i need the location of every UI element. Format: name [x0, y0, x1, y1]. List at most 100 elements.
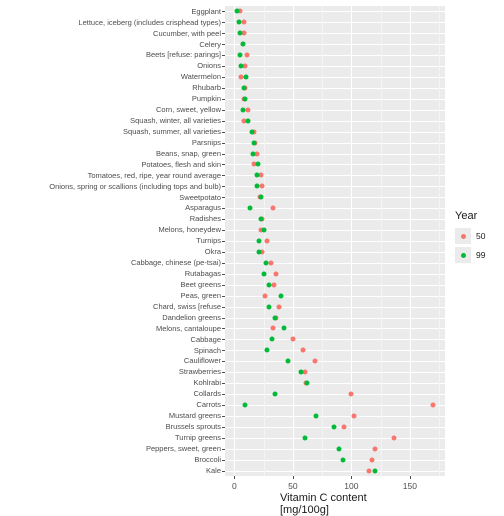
y-axis-label: Beets [refuse: parings] — [146, 51, 225, 59]
y-axis-label: Parsnips — [192, 139, 225, 147]
y-axis-label: Corn, sweet, yellow — [156, 106, 225, 114]
y-tick — [222, 252, 225, 253]
y-gridline — [225, 88, 445, 89]
y-axis-label: Kohlrabi — [193, 379, 225, 387]
x-gridline-minor — [322, 6, 323, 476]
data-point — [234, 9, 239, 14]
legend-dot — [461, 234, 466, 239]
y-tick — [222, 350, 225, 351]
data-point — [245, 53, 250, 58]
y-axis-label: Potatoes, flesh and skin — [141, 161, 225, 169]
y-axis-label: Radishes — [190, 215, 225, 223]
y-axis-label: Brussels sprouts — [166, 423, 225, 431]
y-gridline — [225, 99, 445, 100]
data-point — [251, 151, 256, 156]
data-point — [239, 64, 244, 69]
y-tick — [222, 372, 225, 373]
x-axis-title: Vitamin C content [mg/100g] — [280, 492, 390, 516]
x-gridline — [410, 6, 411, 476]
data-point — [269, 337, 274, 342]
data-point — [252, 140, 257, 145]
x-gridline — [234, 6, 235, 476]
y-tick — [222, 143, 225, 144]
y-tick — [222, 66, 225, 67]
data-point — [342, 424, 347, 429]
data-point — [267, 282, 272, 287]
y-tick — [222, 339, 225, 340]
y-axis-label: Mustard greens — [169, 412, 225, 420]
y-tick — [222, 328, 225, 329]
y-tick — [222, 175, 225, 176]
y-gridline — [225, 274, 445, 275]
y-gridline — [225, 296, 445, 297]
y-axis-label: Carrots — [196, 401, 225, 409]
x-gridline-minor — [381, 6, 382, 476]
data-point — [351, 413, 356, 418]
data-point — [370, 457, 375, 462]
legend-label: 50 — [476, 231, 485, 241]
data-point — [242, 402, 247, 407]
legend-item: 50 — [455, 228, 485, 244]
y-tick — [222, 219, 225, 220]
y-tick — [222, 154, 225, 155]
legend-dot — [461, 253, 466, 258]
y-tick — [222, 197, 225, 198]
y-axis-label: Spinach — [194, 347, 225, 355]
y-axis-label: Sweetpotato — [179, 194, 225, 202]
y-tick — [222, 208, 225, 209]
y-axis-label: Asparagus — [185, 204, 225, 212]
y-axis-label: Broccoli — [194, 456, 225, 464]
y-tick — [222, 164, 225, 165]
y-axis-label: Pumpkin — [192, 95, 225, 103]
data-point — [431, 402, 436, 407]
y-axis-label: Turnip greens — [175, 434, 225, 442]
y-axis-label: Tomatoes, red, ripe, year round average — [88, 172, 225, 180]
data-point — [313, 359, 318, 364]
data-point — [270, 326, 275, 331]
y-gridline — [225, 55, 445, 56]
data-point — [247, 206, 252, 211]
y-gridline — [225, 372, 445, 373]
y-axis-label: Turnips — [196, 237, 225, 245]
y-tick — [222, 263, 225, 264]
y-tick — [222, 361, 225, 362]
y-tick — [222, 11, 225, 12]
y-tick — [222, 274, 225, 275]
data-point — [259, 173, 264, 178]
data-point — [273, 392, 278, 397]
y-axis-label: Onions — [197, 62, 225, 70]
y-tick — [222, 33, 225, 34]
data-point — [279, 293, 284, 298]
y-tick — [222, 449, 225, 450]
y-gridline — [225, 449, 445, 450]
data-point — [391, 435, 396, 440]
x-axis-label: 50 — [288, 476, 297, 491]
x-axis-label: 100 — [344, 476, 358, 491]
y-gridline — [225, 11, 445, 12]
y-gridline — [225, 394, 445, 395]
y-gridline — [225, 110, 445, 111]
data-point — [366, 468, 371, 473]
y-tick — [222, 296, 225, 297]
y-axis-label: Collards — [193, 390, 225, 398]
y-axis-label: Onions, spring or scallions (including t… — [49, 183, 225, 191]
y-gridline — [225, 318, 445, 319]
data-point — [265, 348, 270, 353]
y-axis-label: Chard, swiss [refuse — [153, 303, 225, 311]
y-gridline — [225, 22, 445, 23]
y-tick — [222, 307, 225, 308]
y-gridline — [225, 471, 445, 472]
y-axis-label: Dandelion greens — [162, 314, 225, 322]
data-point — [255, 162, 260, 167]
data-point — [286, 359, 291, 364]
plot-panel: Vitamin C content [mg/100g] EggplantLett… — [225, 6, 445, 476]
data-point — [256, 249, 261, 254]
y-tick — [222, 121, 225, 122]
data-point — [240, 42, 245, 47]
y-gridline — [225, 285, 445, 286]
data-point — [241, 20, 246, 25]
y-axis-label: Peppers, sweet, green — [146, 445, 225, 453]
y-gridline — [225, 361, 445, 362]
x-gridline-minor — [439, 6, 440, 476]
data-point — [254, 184, 259, 189]
